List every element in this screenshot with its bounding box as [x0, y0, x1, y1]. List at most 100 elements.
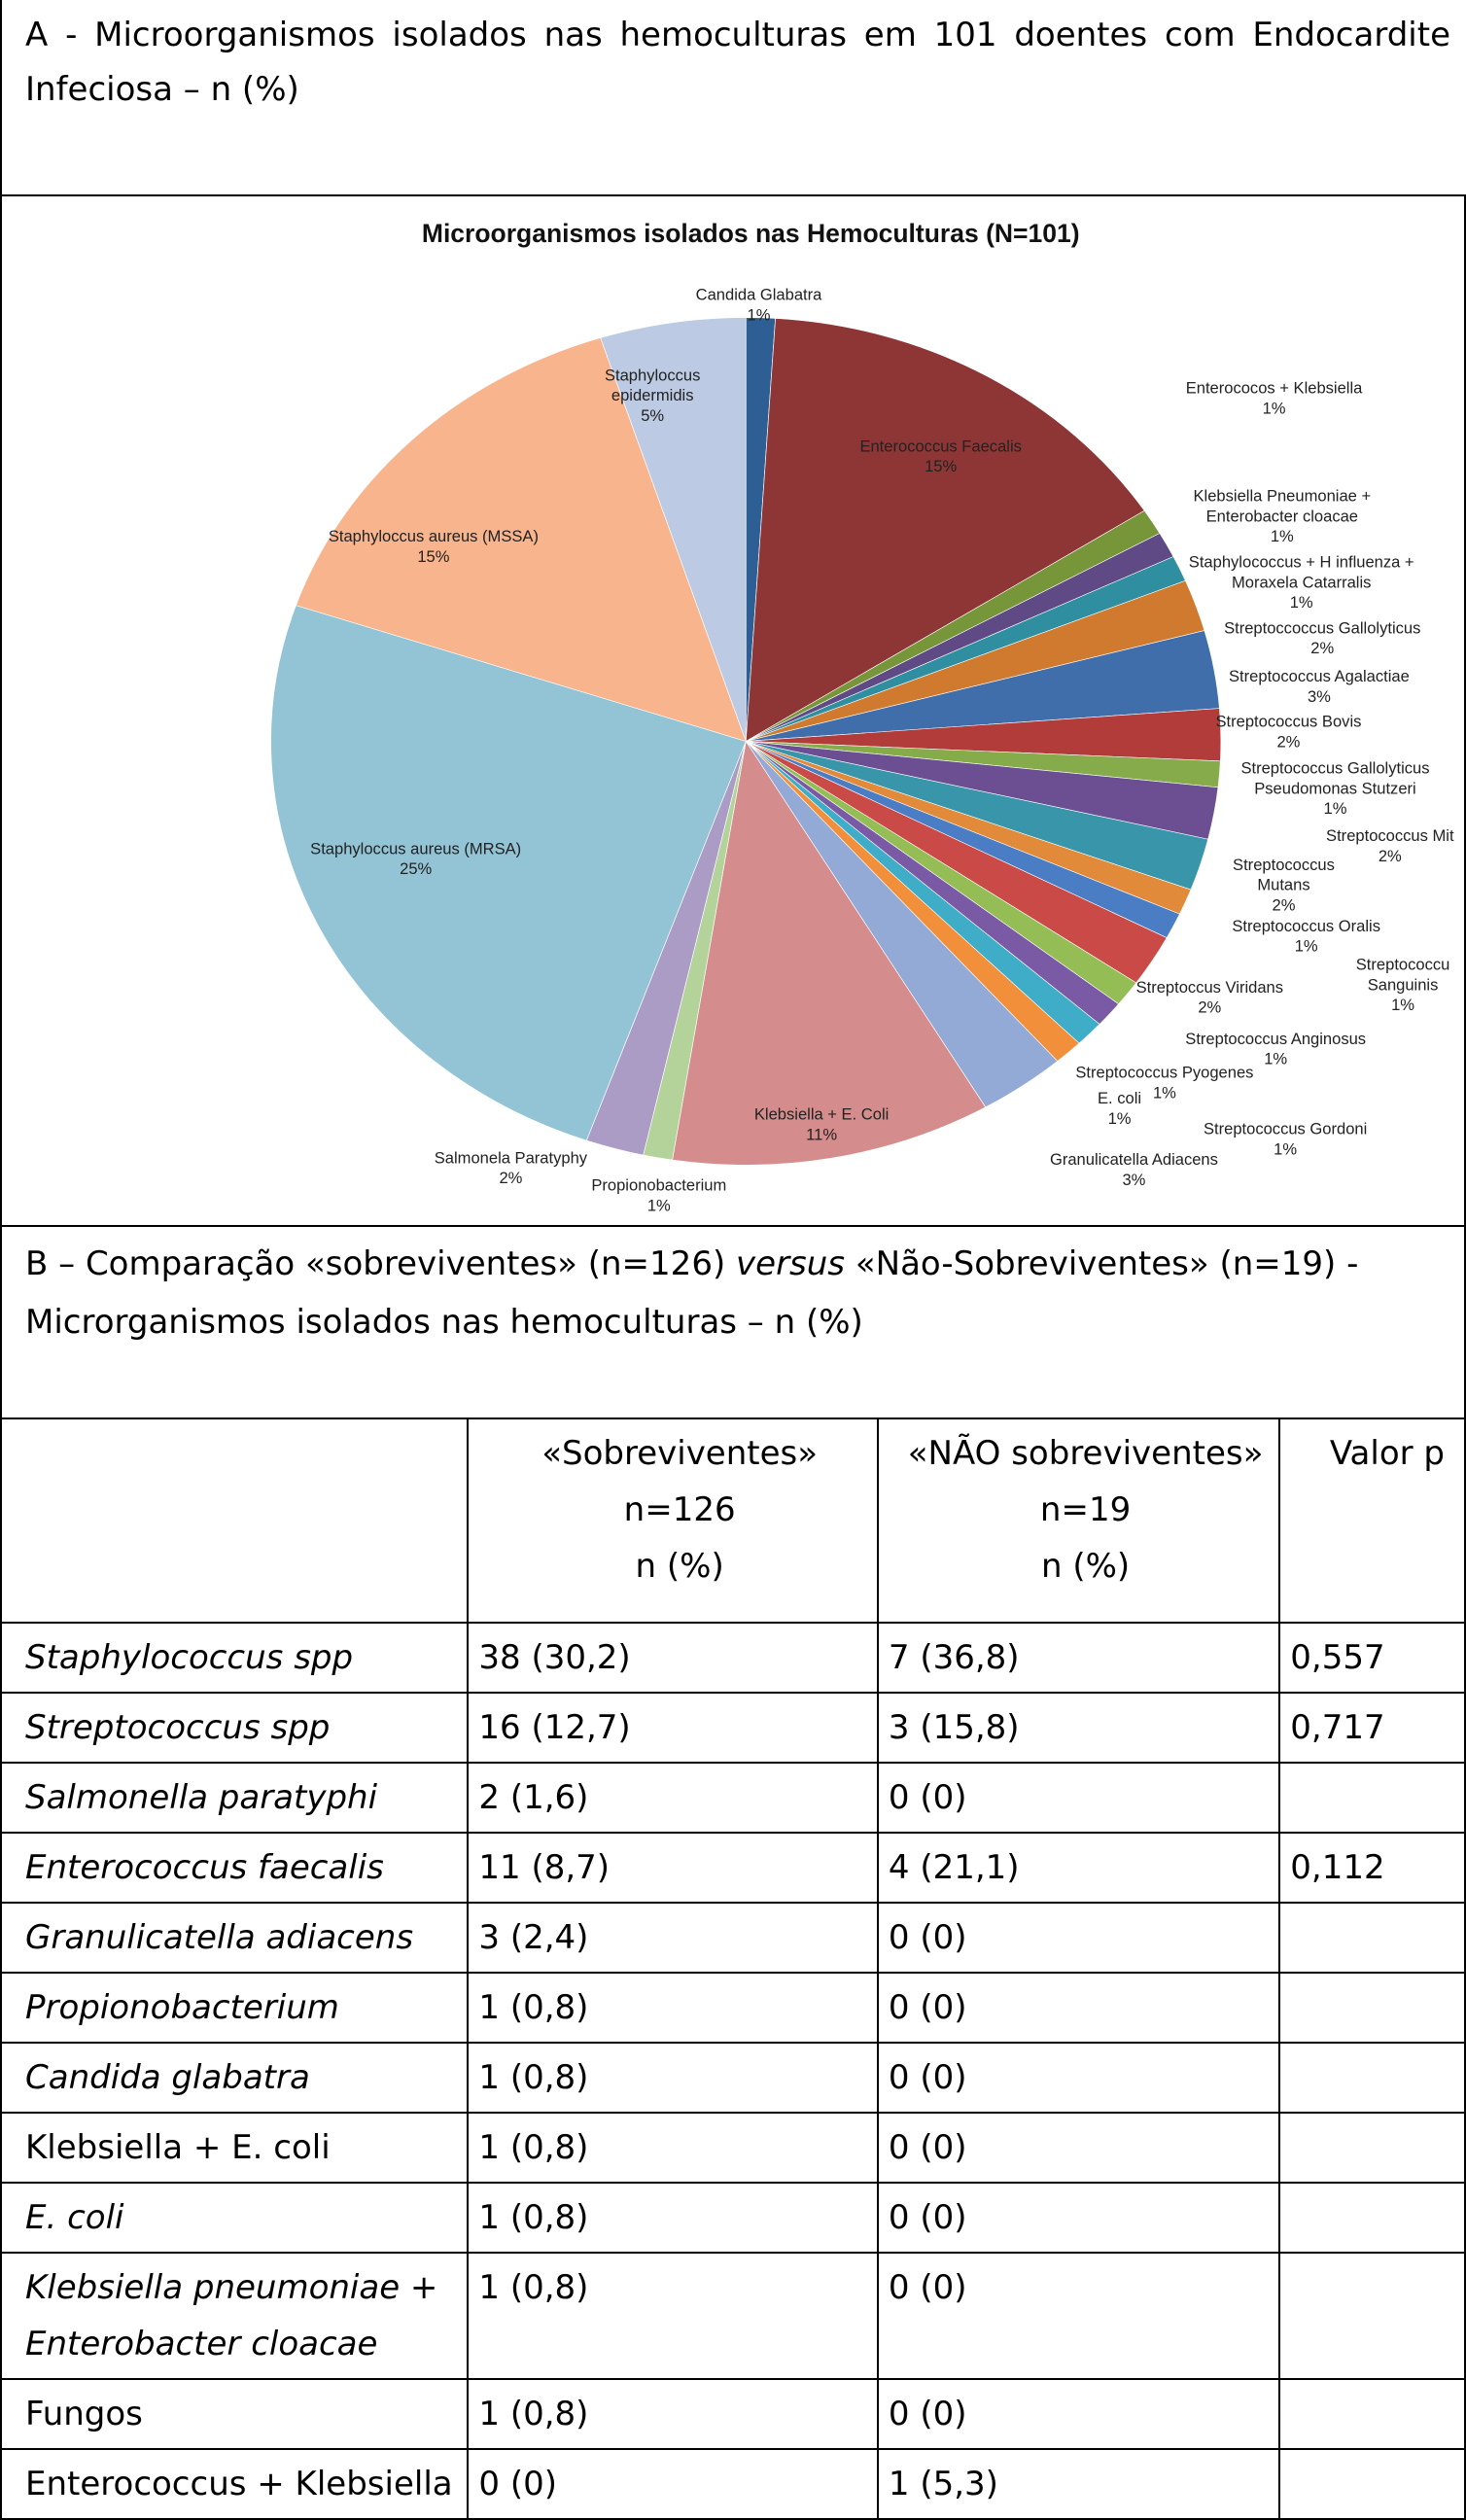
pie-label: Streptococcus [1233, 856, 1335, 874]
organism-name: Staphylococcus spp [0, 1622, 470, 1694]
pie-percent-label: 2% [1273, 895, 1296, 914]
pie-label: Staphylococcus + H influenza + [1189, 553, 1414, 572]
pie-percent-label: 2% [1310, 639, 1334, 657]
pie-label: Enterobacter cloacae [1206, 507, 1358, 525]
p-value: 0,717 [1278, 1692, 1466, 1764]
p-value [1278, 2182, 1466, 2254]
pie-slice [270, 605, 747, 1141]
pie-label: Streptococcu [1356, 956, 1450, 974]
organism-name-line: E. coli [25, 2198, 124, 2237]
non-survivors-value: 0 (0) [876, 1972, 1281, 2044]
pie-label: Salmonela Paratyphy [435, 1148, 588, 1167]
column-header-line: n (%) [635, 1547, 724, 1586]
pie-percent-label: 15% [417, 547, 449, 566]
section-a-title: A - Microorganismos isolados nas hemocul… [25, 16, 1450, 109]
pie-percent-label: 1% [1274, 1139, 1297, 1158]
non-survivors-value: 7 (36,8) [876, 1622, 1281, 1694]
organism-name-line: Staphylococcus spp [25, 1638, 354, 1677]
p-value [1278, 2042, 1466, 2114]
pie-chart-container: Microorganismos isolados nas Hemocultura… [0, 194, 1466, 1225]
column-header: Valor p [1278, 1418, 1466, 1624]
pie-label: Streptococcus Agalactiae [1229, 667, 1410, 685]
pie-percent-label: 1% [1290, 593, 1313, 612]
pie-slice [672, 740, 987, 1166]
non-survivors-value: 0 (0) [876, 2042, 1281, 2114]
survivors-value: 1 (0,8) [467, 2112, 879, 2184]
survivors-value: 0 (0) [467, 2448, 879, 2520]
pie-label: Staphyloccus aureus (MRSA) [310, 839, 521, 858]
pie-label: Streptococcus Anginosus [1185, 1030, 1366, 1048]
organism-name-line: Enterococcus faecalis [25, 1848, 384, 1887]
organism-name-line: Enterococcus + Klebsiella [25, 2465, 453, 2503]
pie-label: Klebsiella + E. Coli [754, 1105, 889, 1124]
pie-percent-label: 3% [1308, 687, 1331, 706]
pie-percent-label: 1% [1153, 1083, 1176, 1102]
pie-label: Streptococcus Mit [1326, 826, 1454, 845]
pie-percent-label: 3% [1122, 1171, 1145, 1189]
pie-percent-label: 1% [647, 1196, 671, 1214]
organism-name-line: Propionobacterium [25, 1988, 339, 2027]
organism-name-line: Streptococcus spp [25, 1708, 331, 1747]
p-value: 0,112 [1278, 1832, 1466, 1904]
table-row: Enterococcus + Klebsiella 0 (0) 1 (5,3) [0, 2448, 1466, 2520]
comparison-table: «Sobreviventes» n=126 n (%) «NÃO sobreviven… [0, 1418, 1466, 2520]
table-row: Klebsiella pneumoniae + Enterobacter cloa… [0, 2252, 1466, 2380]
pie-percent-label: 25% [400, 859, 432, 878]
section-b-line1-pre: B – Comparação «sobreviventes» (n=126) [25, 1244, 737, 1283]
pie-percent-label: 2% [499, 1169, 522, 1187]
table-row: Salmonella paratyphi 2 (1,6) 0 (0) [0, 1762, 1466, 1834]
survivors-value: 1 (0,8) [467, 2042, 879, 2114]
pie-slice [296, 337, 747, 742]
survivors-value: 1 (0,8) [467, 2252, 879, 2380]
column-header [0, 1418, 470, 1624]
column-header-line: «NÃO sobreviventes» [907, 1434, 1264, 1473]
table-row: Klebsiella + E. coli 1 (0,8) 0 (0) [0, 2112, 1466, 2184]
p-value [1278, 2252, 1466, 2380]
non-survivors-value: 4 (21,1) [876, 1832, 1281, 1904]
pie-slice [745, 318, 1145, 743]
pie-percent-label: 1% [1108, 1109, 1132, 1128]
pie-label: E. coli [1098, 1089, 1141, 1107]
pie-label: Mutans [1257, 876, 1309, 894]
survivors-value: 38 (30,2) [467, 1622, 879, 1694]
organism-name-line: Fungos [25, 2395, 143, 2433]
organism-name: Granulicatella adiacens [0, 1902, 470, 1974]
organism-name-line: Enterobacter cloacae [25, 2325, 378, 2363]
pie-label: Streptococcus Gallolyticus [1240, 759, 1429, 778]
pie-percent-label: 1% [748, 305, 771, 324]
organism-name-line: Klebsiella pneumoniae + [25, 2268, 438, 2307]
organism-name: Fungos [0, 2378, 470, 2450]
column-header-line: «Sobreviventes» [541, 1434, 819, 1473]
pie-label: Candida Glabatra [696, 286, 822, 304]
pie-label: Pseudomonas Stutzeri [1254, 779, 1415, 797]
pie-percent-label: 1% [1324, 799, 1347, 818]
non-survivors-value: 1 (5,3) [876, 2448, 1281, 2520]
survivors-value: 1 (0,8) [467, 2378, 879, 2450]
survivors-value: 3 (2,4) [467, 1902, 879, 1974]
pie-label: Propionobacterium [591, 1176, 726, 1195]
pie-label: Streptococcus Gordoni [1204, 1120, 1367, 1138]
organism-name-line: Salmonella paratyphi [25, 1778, 378, 1817]
pie-percent-label: 1% [1391, 996, 1414, 1014]
pie-percent-label: 1% [1295, 937, 1318, 956]
organism-name-line: Klebsiella + E. coli [25, 2128, 331, 2167]
table-row: Candida glabatra 1 (0,8) 0 (0) [0, 2042, 1466, 2114]
pie-label: Moraxela Catarralis [1232, 573, 1371, 591]
non-survivors-value: 3 (15,8) [876, 1692, 1281, 1764]
pie-label: Enterococos + Klebsiella [1186, 379, 1363, 398]
pie-percent-label: 5% [641, 406, 664, 425]
survivors-value: 16 (12,7) [467, 1692, 879, 1764]
p-value [1278, 1972, 1466, 2044]
p-value [1278, 1762, 1466, 1834]
organism-name: Propionobacterium [0, 1972, 470, 2044]
pie-percent-label: 15% [925, 457, 957, 475]
pie-percent-label: 1% [1263, 399, 1286, 417]
p-value [1278, 2448, 1466, 2520]
section-b: B – Comparação «sobreviventes» (n=126) v… [0, 1225, 1466, 1418]
chart-title: Microorganismos isolados nas Hemocultura… [422, 219, 1080, 248]
organism-name: Klebsiella pneumoniae + Enterobacter cloa… [0, 2252, 470, 2380]
non-survivors-value: 0 (0) [876, 1762, 1281, 1834]
pie-percent-label: 2% [1198, 998, 1221, 1017]
pie-label: Enterococcus Faecalis [859, 437, 1021, 455]
survivors-value: 1 (0,8) [467, 1972, 879, 2044]
